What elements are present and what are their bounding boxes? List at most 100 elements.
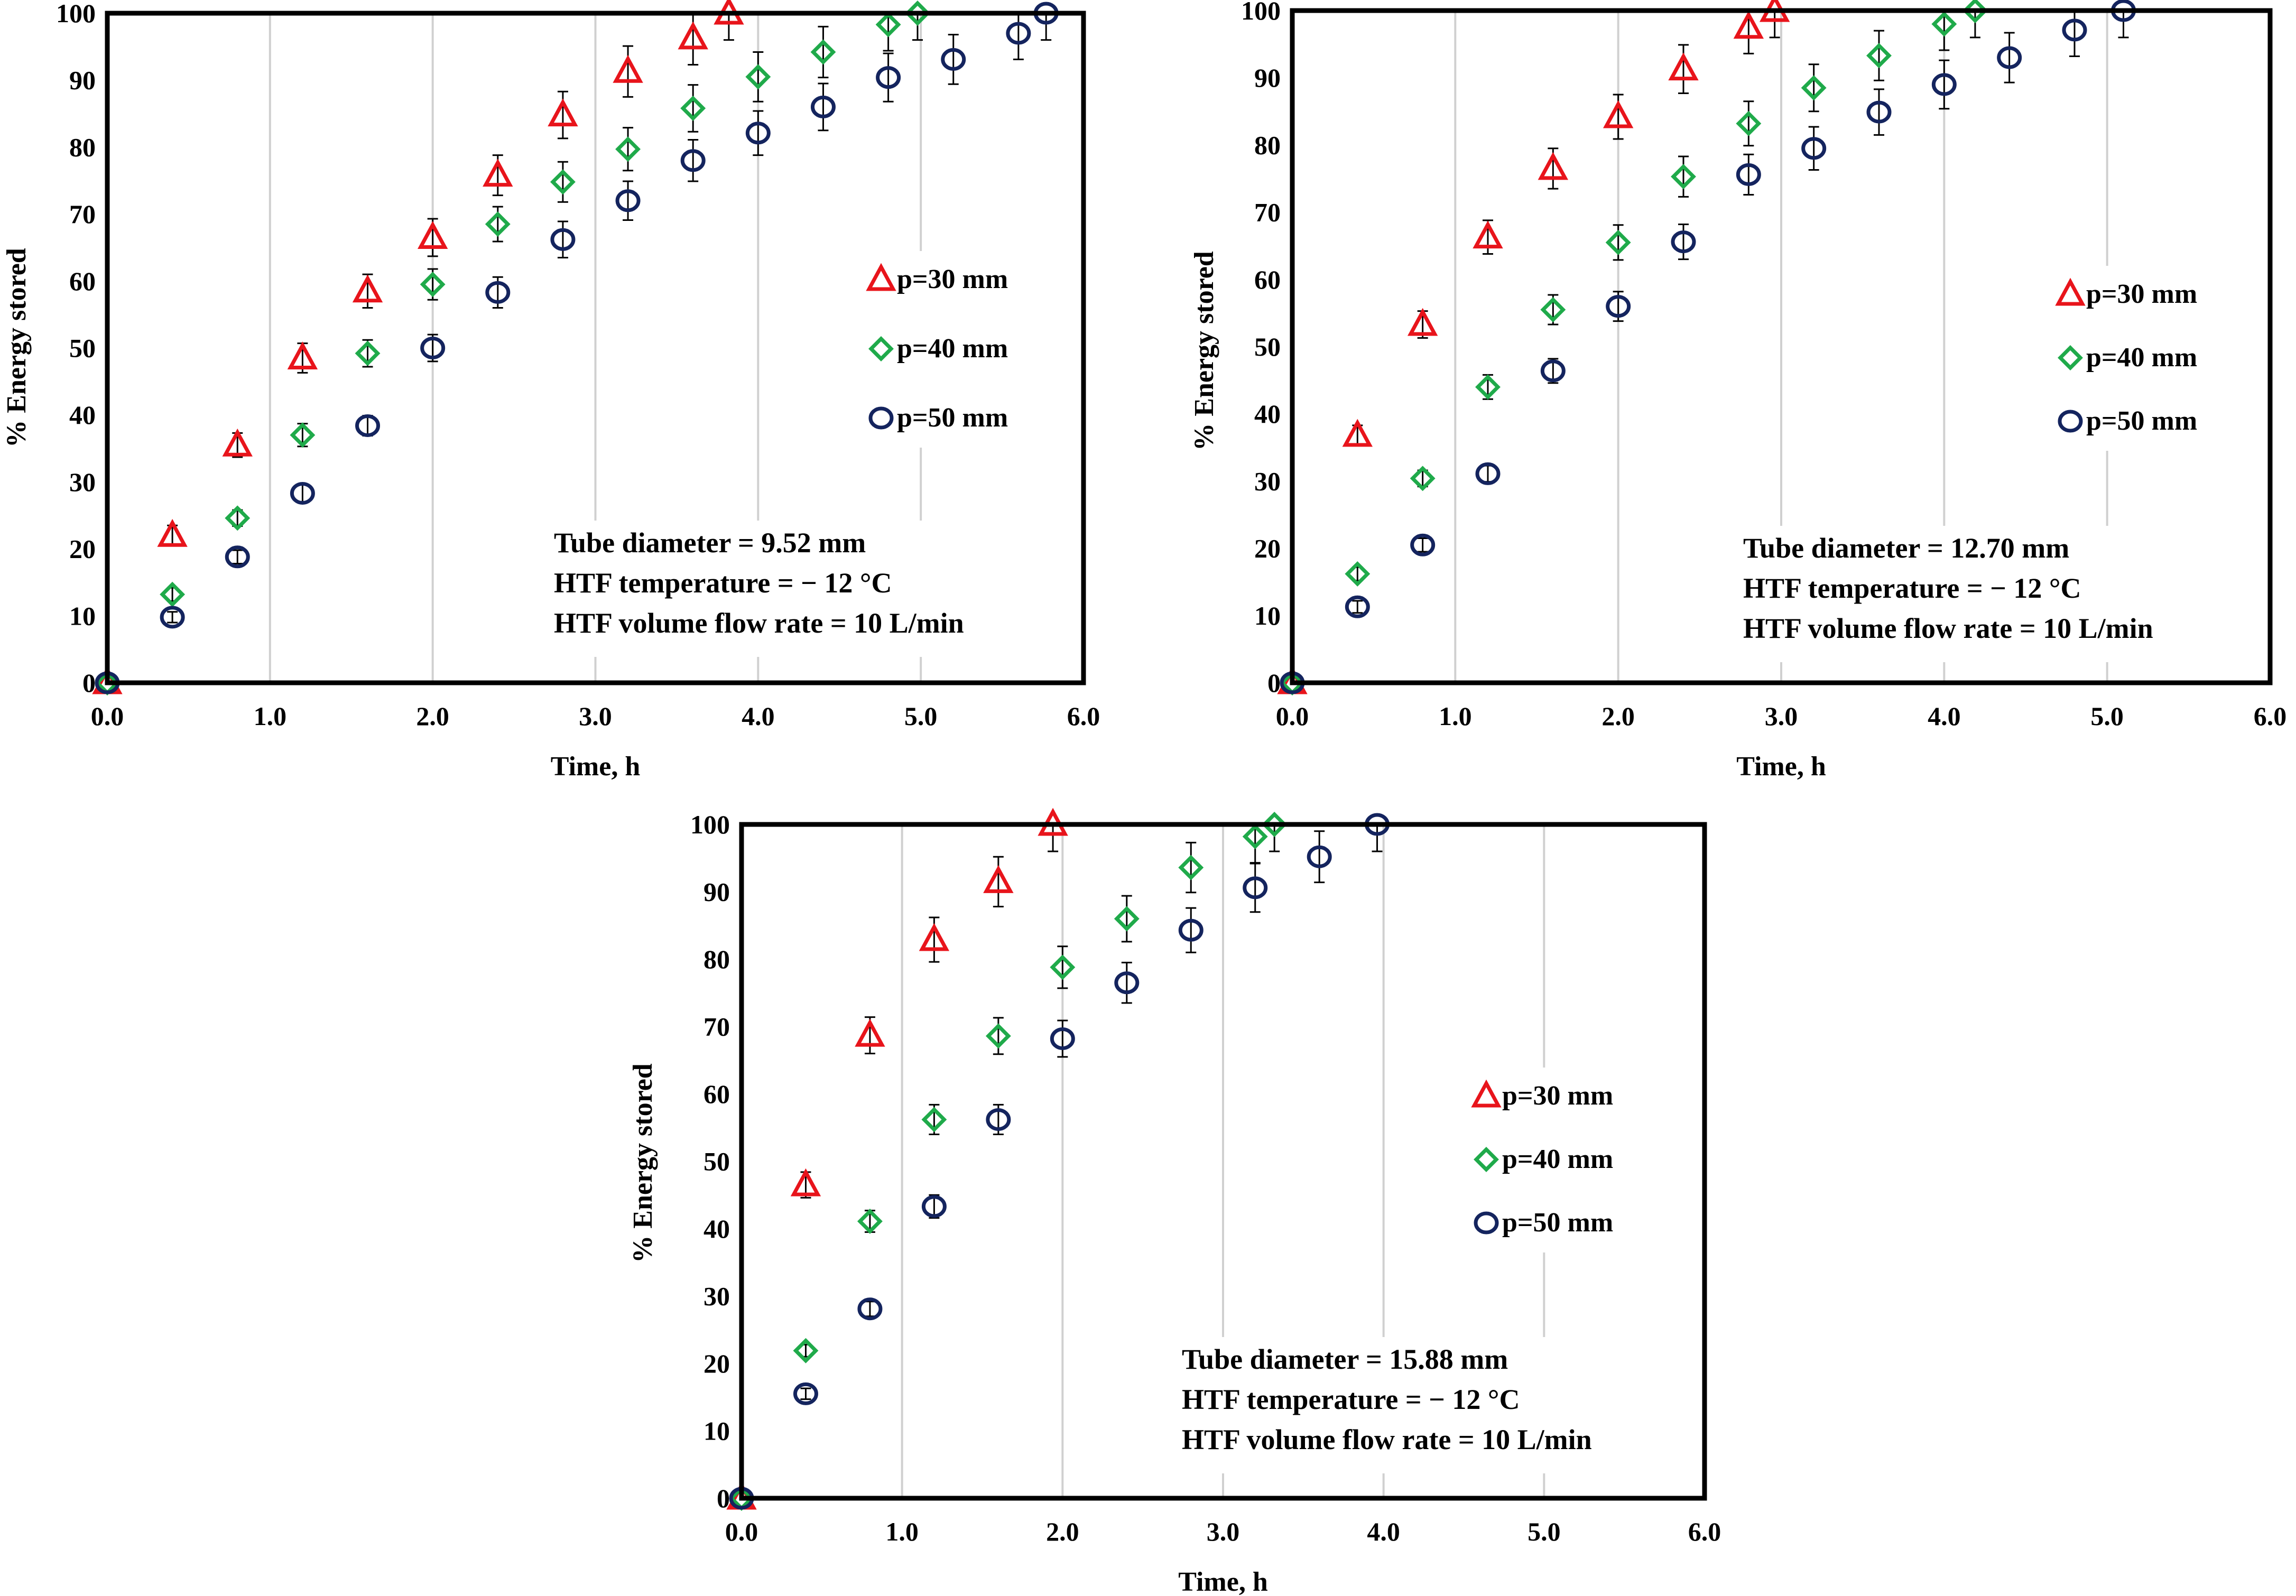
legend-entry: p=50 mm <box>1502 1208 1613 1238</box>
data-point <box>225 545 250 569</box>
annotation-background <box>548 521 1066 657</box>
data-point <box>1262 812 1288 837</box>
data-point <box>1540 297 1566 322</box>
data-point <box>1410 466 1436 491</box>
y-tick-label: 70 <box>69 199 96 229</box>
legend-marker <box>1474 1211 1499 1235</box>
data-point <box>1540 359 1566 383</box>
data-point <box>550 169 576 195</box>
legend-entry: p=40 mm <box>2086 342 2197 373</box>
data-point <box>1997 46 2022 69</box>
x-tick-label: 3.0 <box>1207 1517 1240 1546</box>
data-point <box>1050 1027 1075 1050</box>
annotation-line: Tube diameter = 15.88 mm <box>1182 1343 1508 1375</box>
data-point <box>1178 918 1203 942</box>
x-tick-label: 3.0 <box>579 701 612 731</box>
data-point <box>355 340 381 366</box>
x-tick-label: 6.0 <box>1067 701 1100 731</box>
y-tick-label: 10 <box>69 601 96 630</box>
y-tick-label: 80 <box>69 132 96 162</box>
x-tick-label: 1.0 <box>1439 701 1472 731</box>
data-point <box>613 54 643 83</box>
y-axis-label: % Energy stored <box>628 1063 658 1263</box>
data-point <box>1475 374 1501 400</box>
data-point <box>678 21 708 50</box>
x-tick-label: 4.0 <box>1367 1517 1400 1546</box>
y-tick-label: 40 <box>1254 399 1281 429</box>
y-tick-label: 70 <box>1254 198 1281 227</box>
data-point <box>1006 22 1031 45</box>
x-tick-label: 3.0 <box>1765 701 1798 731</box>
data-point <box>1345 595 1370 618</box>
legend: p=30 mm p=40 mm p=50 mm <box>2048 266 2244 451</box>
x-tick-label: 2.0 <box>1046 1517 1079 1546</box>
y-axis-label: % Energy stored <box>2 248 32 448</box>
data-point <box>2062 18 2087 42</box>
x-tick-label: 6.0 <box>2254 701 2287 731</box>
annotation-line: HTF temperature = − 12 °C <box>1743 572 2081 604</box>
data-point <box>790 1168 821 1196</box>
y-tick-label: 30 <box>703 1282 730 1311</box>
data-point <box>1410 533 1436 556</box>
legend-entry: p=30 mm <box>1502 1081 1613 1111</box>
data-point <box>355 414 381 437</box>
y-tick-label: 10 <box>1254 601 1281 630</box>
x-tick-label: 0.0 <box>1276 701 1309 731</box>
data-point <box>160 581 186 607</box>
data-point <box>157 518 188 547</box>
legend-marker <box>2055 277 2086 306</box>
legend-entry: p=40 mm <box>1502 1144 1613 1174</box>
x-axis-label: Time, h <box>1178 1567 1268 1596</box>
y-tick-label: 10 <box>703 1416 730 1446</box>
y-tick-label: 60 <box>1254 265 1281 294</box>
data-point <box>921 1107 947 1133</box>
y-tick-label: 90 <box>703 877 730 907</box>
data-point <box>615 189 641 212</box>
legend-entry: p=30 mm <box>2086 279 2197 309</box>
data-point <box>745 64 771 90</box>
y-tick-label: 80 <box>703 944 730 974</box>
y-tick-label: 20 <box>1254 534 1281 563</box>
legend-marker <box>868 336 894 361</box>
data-point <box>287 341 318 370</box>
data-point <box>615 136 641 162</box>
data-point <box>855 1018 885 1047</box>
legend-entry: p=40 mm <box>897 333 1008 364</box>
data-point <box>1178 855 1204 880</box>
legend-entry: p=50 mm <box>897 403 1008 433</box>
data-point <box>222 428 253 457</box>
data-point <box>876 66 901 89</box>
y-tick-label: 90 <box>1254 63 1281 92</box>
data-point <box>857 1209 883 1234</box>
x-tick-label: 0.0 <box>91 701 124 731</box>
y-tick-label: 70 <box>703 1012 730 1042</box>
legend-entry: p=50 mm <box>2086 406 2197 436</box>
annotation-line: HTF temperature = − 12 °C <box>1182 1384 1520 1415</box>
data-point <box>810 39 836 65</box>
data-point <box>810 95 836 118</box>
data-point <box>420 337 446 359</box>
data-point <box>1962 0 1988 23</box>
data-point <box>680 95 706 121</box>
plot-frame <box>1290 8 2273 685</box>
data-point <box>905 1 930 26</box>
x-tick-label: 5.0 <box>2090 701 2124 731</box>
data-point <box>680 149 706 172</box>
y-tick-label: 100 <box>1241 0 1281 25</box>
y-axis-label: % Energy stored <box>1189 251 1219 451</box>
data-point <box>793 1382 818 1405</box>
annotation-block: Tube diameter = 9.52 mm HTF temperature =… <box>548 521 1066 657</box>
legend-marker <box>866 263 896 291</box>
data-point <box>985 1023 1011 1049</box>
data-point <box>1114 906 1140 932</box>
legend-marker <box>1474 1147 1499 1172</box>
annotation-line: HTF volume flow rate = 10 L/min <box>1743 613 2153 644</box>
y-tick-label: 60 <box>69 266 96 296</box>
data-point <box>420 272 446 298</box>
data-point <box>1671 230 1696 254</box>
data-point <box>1671 164 1696 190</box>
legend-marker <box>2058 410 2083 433</box>
legend-marker <box>2058 345 2083 370</box>
